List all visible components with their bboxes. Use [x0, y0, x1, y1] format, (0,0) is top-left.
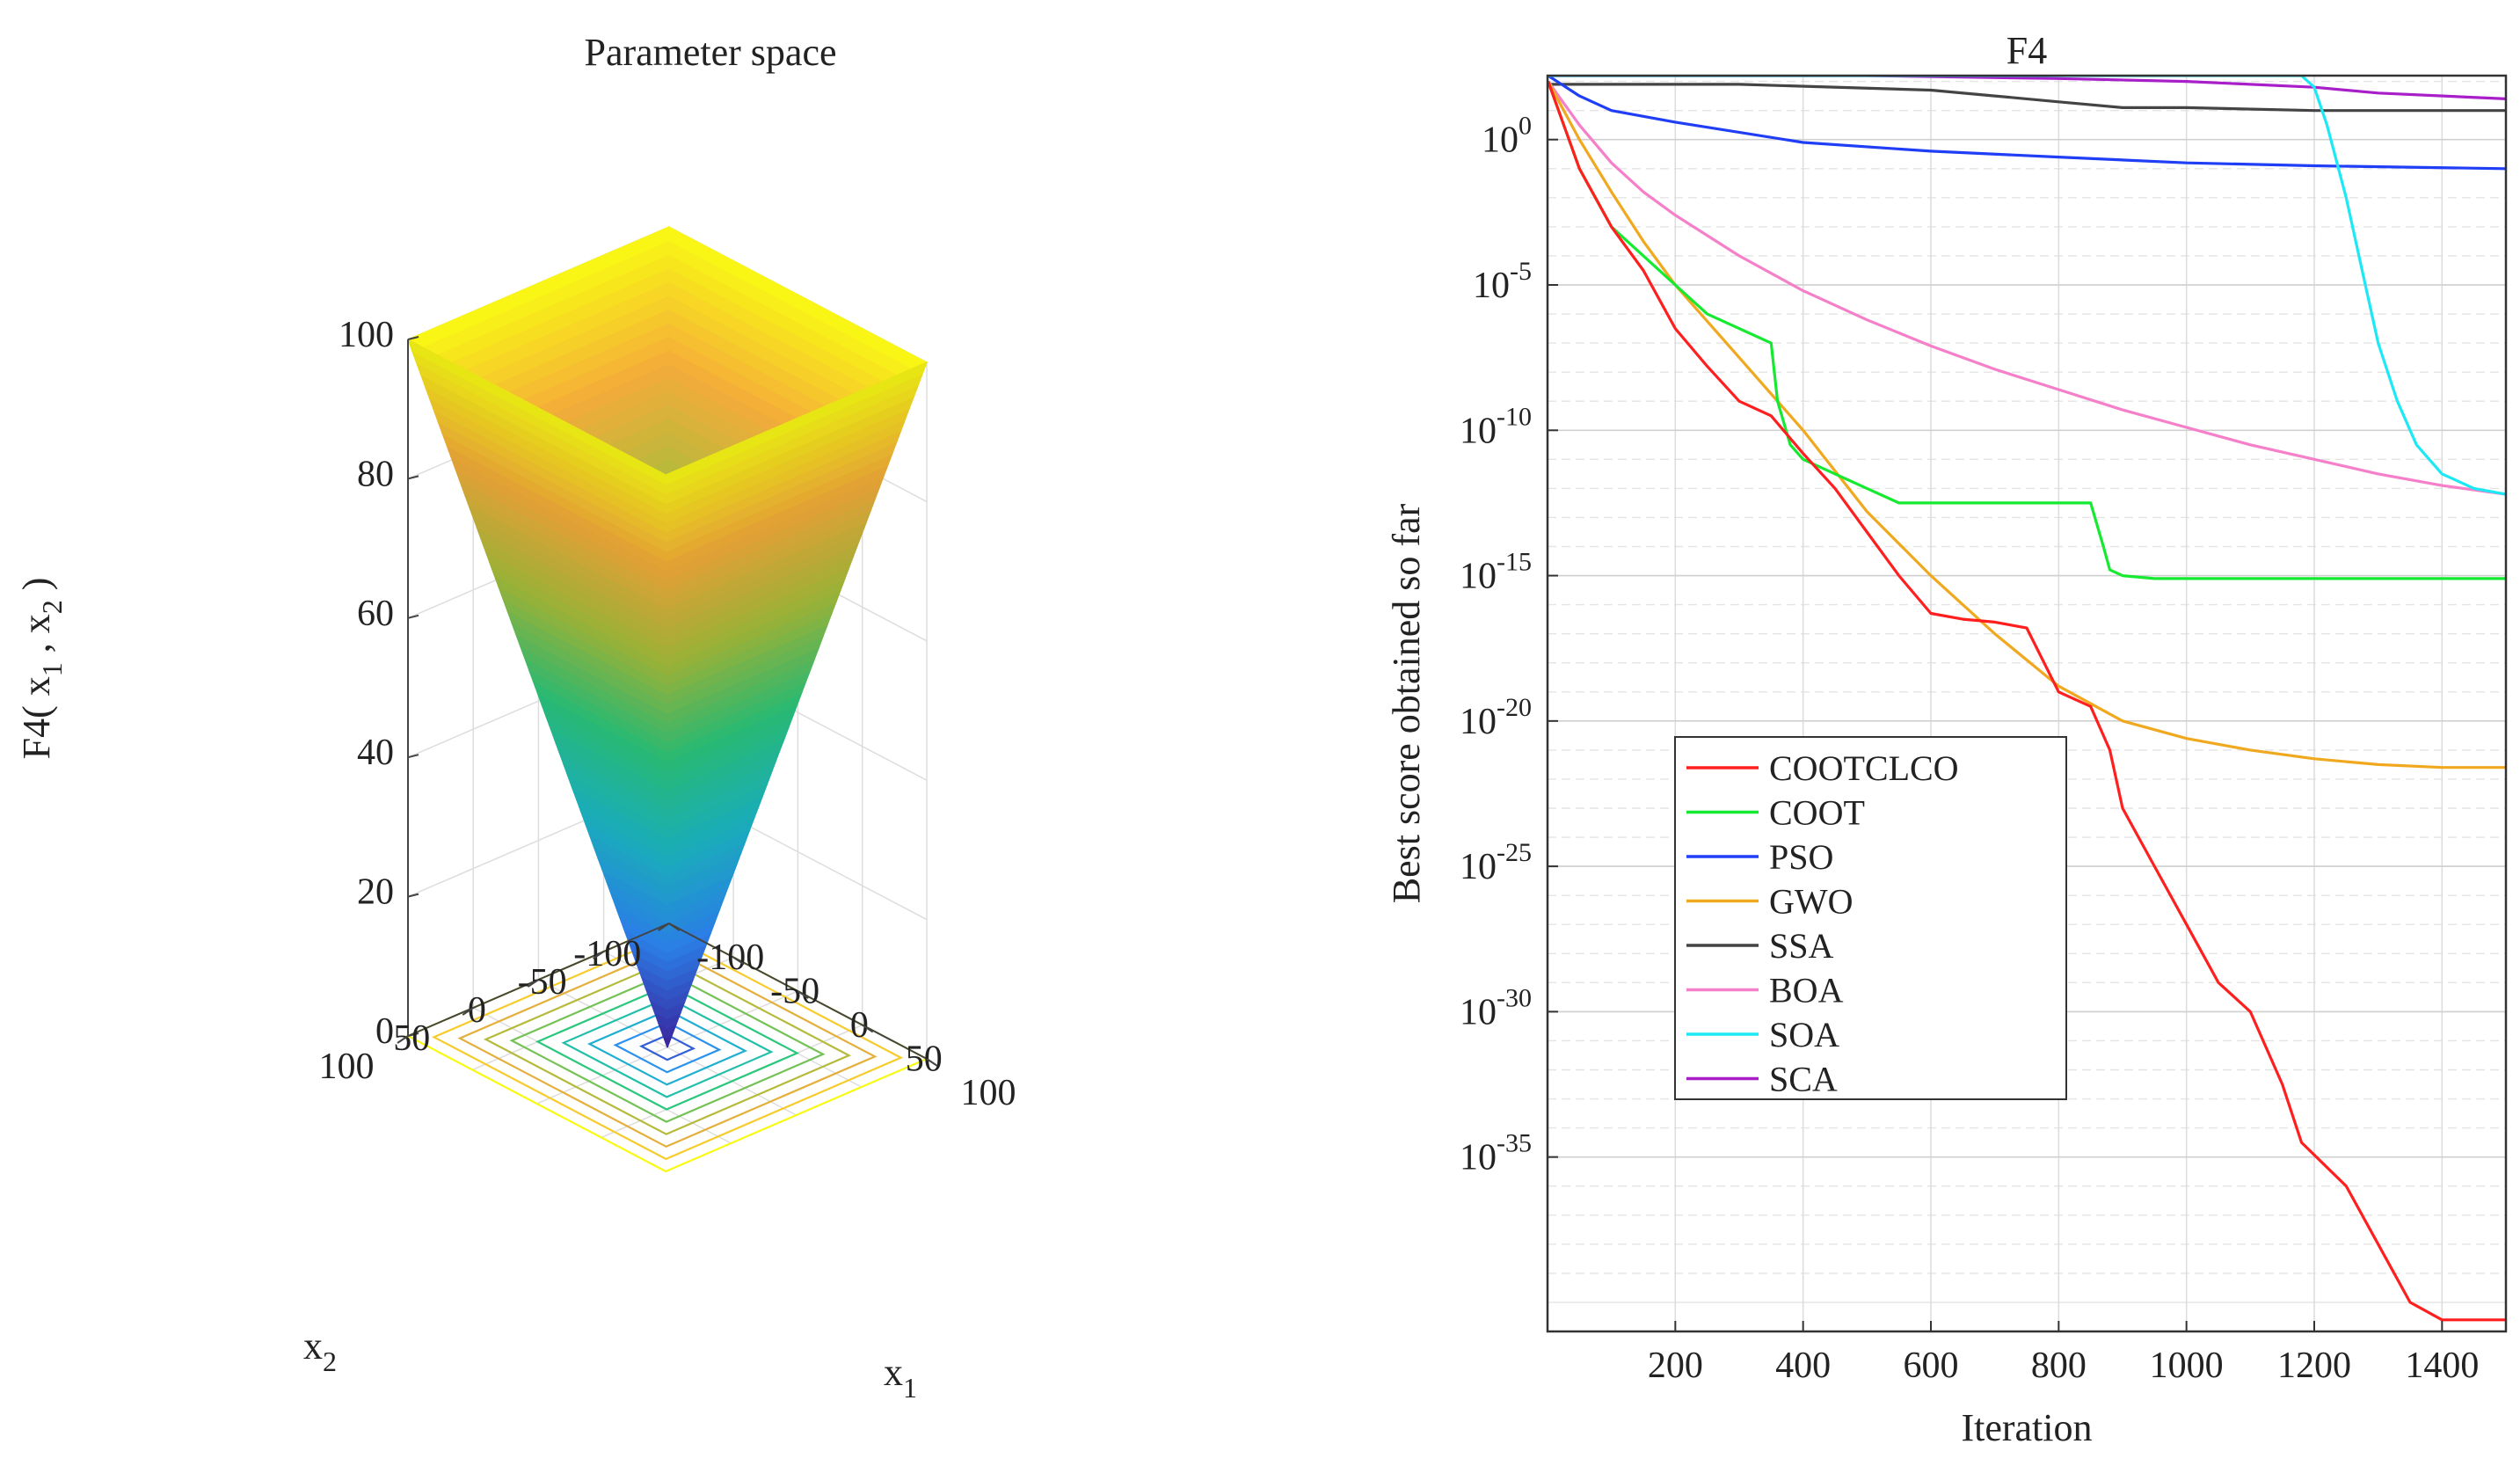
- z-tick-label: 40: [357, 733, 394, 773]
- x-tick-label: 200: [1648, 1346, 1703, 1386]
- x-tick-label: 600: [1904, 1346, 1959, 1386]
- series-line-ssa: [1548, 83, 2506, 113]
- x1-tick: [797, 990, 809, 999]
- x1-tick: [668, 923, 681, 931]
- series-line-gwo: [1548, 80, 2506, 769]
- legend-label-sca: SCA: [1769, 1060, 1838, 1099]
- series-line-coot: [1548, 81, 2506, 580]
- legend-label-coot: COOT: [1769, 793, 1865, 833]
- x1-axis-label: x1: [884, 1351, 917, 1404]
- zaxis-label: F4( x1 , x2 ): [15, 578, 68, 760]
- legend-label-boa: BOA: [1769, 971, 1844, 1010]
- convergence-plot-panel: 100 10-5 10-10 10-15 10-20 10-25 10-30 10-35 200…: [1266, 0, 2520, 1462]
- x2-tick-label: -50: [518, 962, 567, 1003]
- z-tick-label: 100: [339, 315, 394, 355]
- series-line-soa: [1548, 76, 2506, 496]
- x1-tick-label: 100: [961, 1073, 1016, 1113]
- surface-plot-panel: 0 20 40 60 80 100 -100 -50 0 50 100 -100 -50 0 50 100 P…: [15, 31, 1016, 1404]
- z-tick-label: 20: [357, 872, 394, 913]
- series-line-cootclco: [1548, 81, 2506, 1322]
- x2-tick: [397, 1035, 409, 1044]
- x2-tick-label: 50: [393, 1018, 430, 1059]
- x1-tick-label: 0: [850, 1005, 869, 1046]
- x1-tick: [862, 1024, 874, 1033]
- x-tick-label: 400: [1775, 1346, 1831, 1386]
- x2-tick: [462, 1007, 474, 1016]
- legend-label-cootclco: COOTCLCO: [1769, 748, 1959, 788]
- y-tick-label: 10-35: [1460, 1129, 1532, 1178]
- series-line-pso: [1548, 76, 2506, 171]
- z-tick: [407, 754, 419, 759]
- plot-frame: [1546, 74, 2508, 1333]
- x1-tick-label: 50: [906, 1039, 943, 1080]
- legend-label-pso: PSO: [1769, 837, 1833, 877]
- x-tick-label: 1200: [2277, 1346, 2351, 1386]
- z-tick: [407, 336, 419, 340]
- x1-tick: [926, 1058, 938, 1067]
- legend-box: [1674, 736, 2067, 1100]
- convergence-title: F4: [2007, 29, 2047, 72]
- x2-tick-label: -100: [573, 934, 641, 974]
- series-lines: [1548, 76, 2506, 1322]
- z-tick-label: 80: [357, 454, 394, 494]
- y-tick-label: 10-15: [1460, 548, 1532, 597]
- x1-tick: [732, 956, 745, 966]
- x2-tick: [527, 979, 539, 988]
- x1-tick-label: -100: [696, 937, 764, 978]
- x-tick-label: 1400: [2405, 1346, 2479, 1386]
- legend-label-gwo: GWO: [1769, 882, 1854, 922]
- series-line-sca: [1548, 76, 2506, 100]
- axis-ticks: 100 10-5 10-10 10-15 10-20 10-25 10-30 10-35 200…: [1460, 112, 2479, 1386]
- z-tick: [407, 475, 419, 480]
- surface-mesh: [406, 226, 929, 1048]
- x2-tick-label: 100: [319, 1047, 375, 1087]
- series-line-boa: [1548, 80, 2506, 496]
- x-tick-label: 800: [2031, 1346, 2087, 1386]
- x2-tick-label: 0: [468, 990, 486, 1031]
- y-tick-label: 10-5: [1473, 257, 1532, 306]
- y-tick-label: 100: [1482, 112, 1532, 161]
- z-tick-label: 60: [357, 594, 394, 634]
- x1-tick-label: -50: [770, 972, 819, 1012]
- y-tick-label: 10-25: [1460, 838, 1532, 887]
- legend-label-soa: SOA: [1769, 1015, 1839, 1054]
- x-tick-label: 1000: [2150, 1346, 2224, 1386]
- z-tick: [407, 893, 419, 898]
- y-tick-label: 10-20: [1460, 693, 1532, 742]
- y-tick-label: 10-30: [1460, 983, 1532, 1032]
- z-tick: [407, 614, 419, 619]
- surface-band: [406, 338, 666, 485]
- z-tick: [407, 1032, 419, 1037]
- surface-title: Parameter space: [584, 31, 836, 74]
- x2-axis-label: x2: [303, 1324, 337, 1377]
- y-tick-label: 10-10: [1460, 402, 1532, 451]
- x-axis-label: Iteration: [1961, 1406, 2092, 1449]
- convergence-plot: 100 10-5 10-10 10-15 10-20 10-25 10-30 10-35 200…: [1385, 29, 2508, 1449]
- x2-tick: [593, 951, 605, 959]
- y-axis-label: Best score obtained so far: [1385, 503, 1428, 903]
- z-tick-label: 0: [375, 1011, 394, 1052]
- x2-tick: [658, 923, 670, 931]
- legend-label-ssa: SSA: [1769, 926, 1833, 966]
